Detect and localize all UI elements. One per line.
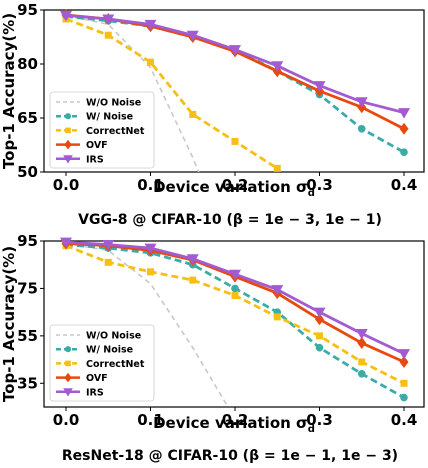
legend-box <box>49 91 155 169</box>
x-axis-label: Device variation σd <box>153 414 315 435</box>
chart-panel-1: 0.0 0.1 0.2 0.3 0.4 50 65 80 95 Device variation … <box>0 1 425 228</box>
x-tick-label: 0.4 <box>391 411 418 429</box>
data-point-irs <box>144 243 157 255</box>
data-point-correctnet <box>189 276 197 284</box>
data-point-w-noise <box>357 370 366 378</box>
data-point-w-noise <box>231 284 239 293</box>
x-tick-label: 0.3 <box>306 411 333 429</box>
x-tick-label: 0.0 <box>53 411 80 429</box>
data-point-irs <box>355 97 368 108</box>
data-point-correctnet <box>147 58 154 66</box>
data-point-irs <box>102 240 115 251</box>
chart-caption: ResNet-18 @ CIFAR-10 (β = 1e − 1, 1e − 3… <box>62 448 398 464</box>
data-point-correctnet <box>231 292 239 300</box>
y-tick-label: 55 <box>17 327 38 345</box>
data-point-correctnet <box>147 268 154 276</box>
data-point-correctnet <box>189 110 197 118</box>
legend-marker-ovf <box>64 372 72 383</box>
data-point-ovf <box>315 313 324 326</box>
data-point-correctnet <box>231 137 239 145</box>
data-point-ovf <box>357 336 367 349</box>
legend-label-ovf: OVF <box>86 140 108 151</box>
data-point-irs <box>398 108 410 119</box>
y-tick-label: 95 <box>17 1 38 19</box>
data-point-irs <box>229 269 241 281</box>
data-point-irs <box>60 10 72 22</box>
plot-frame <box>43 240 425 408</box>
series-group <box>60 237 410 407</box>
x-tick-label: 0.2 <box>222 411 249 429</box>
legend-label-ovf: OVF <box>86 373 108 384</box>
data-point-irs <box>313 307 326 319</box>
legend: W/O Noise W/ Noise CorrectNet OVF IRS <box>49 91 155 169</box>
chart-caption: VGG-8 @ CIFAR-10 (β = 1e − 3, 1e − 1) <box>78 212 382 228</box>
x-axis-label: Device variation σd <box>153 178 315 199</box>
data-point-correctnet <box>273 164 281 172</box>
y-tick-label: 50 <box>17 163 38 181</box>
legend-marker-ovf <box>64 139 72 150</box>
legend-label-w-o-noise: W/O Noise <box>86 331 141 342</box>
legend-marker-correctnet <box>65 360 71 367</box>
legend-marker-irs <box>63 388 73 397</box>
x-tick-label: 0.1 <box>137 411 164 429</box>
legend-label-w-o-noise: W/O Noise <box>86 98 141 109</box>
data-point-correctnet <box>400 379 408 387</box>
series-group <box>60 9 410 172</box>
data-point-w-noise <box>400 393 408 402</box>
data-point-w-noise <box>315 343 324 352</box>
data-point-correctnet <box>273 313 281 321</box>
x-tick-label: 0.3 <box>306 176 333 194</box>
data-point-irs <box>186 254 199 265</box>
legend-label-correctnet: CorrectNet <box>86 126 145 137</box>
x-tick-label: 0.1 <box>137 176 164 194</box>
series-line-correctnet <box>65 17 279 170</box>
y-tick-label: 80 <box>17 55 38 73</box>
legend-label-w-noise: W/ Noise <box>86 345 133 356</box>
data-point-ovf <box>399 355 409 368</box>
data-point-correctnet <box>316 332 323 340</box>
x-tick-label: 0.2 <box>222 176 249 194</box>
legend-marker-irs <box>63 155 73 164</box>
plot-frame <box>43 9 425 173</box>
data-point-irs <box>313 81 326 92</box>
data-point-irs <box>60 237 72 249</box>
legend-box <box>49 324 155 402</box>
data-point-ovf <box>399 122 409 135</box>
legend-marker-w-noise <box>64 113 72 120</box>
data-point-correctnet <box>104 258 112 266</box>
legend-label-w-noise: W/ Noise <box>86 112 133 123</box>
legend-label-irs: IRS <box>86 387 104 398</box>
y-tick-label: 95 <box>17 232 38 250</box>
legend-label-correctnet: CorrectNet <box>86 359 145 370</box>
data-point-w-noise <box>357 125 366 133</box>
chart-panel-2: 0.0 0.1 0.2 0.3 0.4 35 55 75 95 Device variation … <box>0 232 425 464</box>
data-point-w-noise <box>400 148 408 156</box>
legend: W/O Noise W/ Noise CorrectNet OVF IRS <box>49 324 155 402</box>
legend-label-irs: IRS <box>86 154 104 165</box>
y-axis-label: Top-1 Accuracy(%) <box>0 246 18 402</box>
data-point-irs <box>186 30 199 42</box>
legend-marker-correctnet <box>65 127 71 134</box>
data-point-irs <box>398 349 410 360</box>
x-tick-label: 0.4 <box>391 176 418 194</box>
data-point-irs <box>355 328 368 340</box>
data-point-correctnet <box>104 31 112 39</box>
data-point-irs <box>102 14 115 25</box>
data-point-irs <box>271 61 284 72</box>
series-line-w-o-noise <box>65 14 200 172</box>
y-tick-label: 35 <box>17 374 38 392</box>
data-point-irs <box>229 45 241 56</box>
legend-marker-w-noise <box>64 346 72 353</box>
y-tick-label: 75 <box>17 279 38 297</box>
y-axis-label: Top-1 Accuracy(%) <box>0 13 18 169</box>
x-tick-label: 0.0 <box>53 176 80 194</box>
data-point-irs <box>144 19 157 31</box>
data-point-irs <box>271 285 284 296</box>
data-point-correctnet <box>358 358 366 366</box>
y-tick-label: 65 <box>17 109 38 127</box>
